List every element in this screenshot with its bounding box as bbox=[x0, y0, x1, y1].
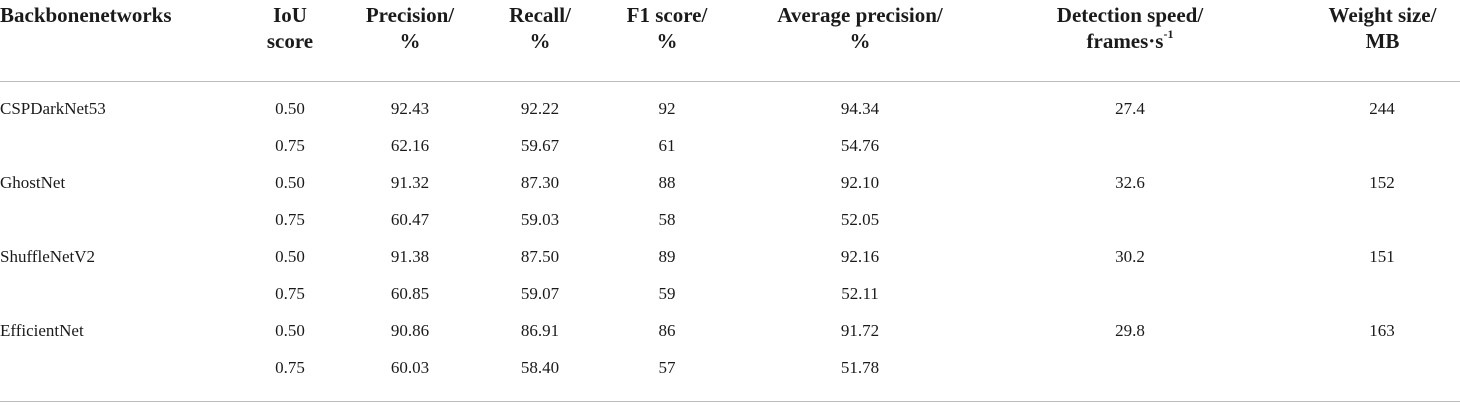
cell-backbone: EfficientNet bbox=[0, 321, 84, 340]
cell-f1: 59 bbox=[658, 284, 676, 303]
cell-f1: 88 bbox=[658, 173, 676, 192]
cell-average-precision: 92.10 bbox=[840, 173, 880, 192]
cell-recall: 59.07 bbox=[520, 284, 560, 303]
cell-iou: 0.75 bbox=[275, 136, 305, 155]
cell-weight-size: 151 bbox=[1369, 247, 1395, 266]
cell-recall: 87.50 bbox=[520, 247, 560, 266]
header-iou: IoU score bbox=[266, 3, 314, 53]
cell-precision: 91.38 bbox=[390, 247, 430, 266]
cell-weight-size: 152 bbox=[1369, 173, 1395, 192]
cell-f1: 92 bbox=[658, 99, 676, 118]
cell-detection-speed: 32.6 bbox=[1115, 173, 1145, 192]
cell-precision: 60.03 bbox=[390, 358, 430, 377]
cell-backbone: ShuffleNetV2 bbox=[0, 247, 96, 266]
cell-recall: 87.30 bbox=[520, 173, 560, 192]
cell-f1: 58 bbox=[658, 210, 676, 229]
header-divider bbox=[0, 81, 1460, 82]
cell-precision: 92.43 bbox=[390, 99, 430, 118]
cell-iou: 0.50 bbox=[275, 99, 305, 118]
cell-detection-speed: 27.4 bbox=[1115, 99, 1145, 118]
cell-recall: 59.67 bbox=[520, 136, 560, 155]
cell-weight-size: 244 bbox=[1369, 99, 1395, 118]
header-recall: Recall/ % bbox=[509, 3, 571, 53]
cell-backbone: CSPDarkNet53 bbox=[0, 99, 106, 118]
cell-detection-speed: 30.2 bbox=[1115, 247, 1145, 266]
header-precision: Precision/ % bbox=[365, 3, 455, 53]
header-weight: Weight size/ MB bbox=[1328, 3, 1437, 53]
cell-average-precision: 92.16 bbox=[840, 247, 880, 266]
header-f1: F1 score/ % bbox=[626, 3, 708, 53]
cell-precision: 60.47 bbox=[390, 210, 430, 229]
cell-iou: 0.75 bbox=[275, 284, 305, 303]
cell-average-precision: 51.78 bbox=[840, 358, 880, 377]
header-speed: Detection speed/ frames·s-1 bbox=[1056, 3, 1204, 53]
cell-average-precision: 94.34 bbox=[840, 99, 880, 118]
table-bottom-rule bbox=[0, 401, 1460, 402]
cell-f1: 57 bbox=[658, 358, 676, 377]
cell-f1: 86 bbox=[658, 321, 676, 340]
cell-precision: 90.86 bbox=[390, 321, 430, 340]
cell-iou: 0.50 bbox=[275, 247, 305, 266]
cell-precision: 60.85 bbox=[390, 284, 430, 303]
cell-average-precision: 52.05 bbox=[840, 210, 880, 229]
cell-recall: 92.22 bbox=[520, 99, 560, 118]
cell-weight-size: 163 bbox=[1369, 321, 1395, 340]
cell-f1: 89 bbox=[658, 247, 676, 266]
header-backbone: Backbonenetworks bbox=[0, 3, 172, 27]
cell-average-precision: 54.76 bbox=[840, 136, 880, 155]
cell-iou: 0.50 bbox=[275, 321, 305, 340]
cell-precision: 91.32 bbox=[390, 173, 430, 192]
header-ap: Average precision/ % bbox=[777, 3, 943, 53]
cell-recall: 59.03 bbox=[520, 210, 560, 229]
cell-recall: 86.91 bbox=[520, 321, 560, 340]
cell-average-precision: 52.11 bbox=[841, 284, 879, 303]
cell-backbone: GhostNet bbox=[0, 173, 66, 192]
cell-iou: 0.75 bbox=[275, 210, 305, 229]
cell-f1: 61 bbox=[658, 136, 676, 155]
cell-iou: 0.50 bbox=[275, 173, 305, 192]
cell-precision: 62.16 bbox=[390, 136, 430, 155]
cell-recall: 58.40 bbox=[520, 358, 560, 377]
cell-iou: 0.75 bbox=[275, 358, 305, 377]
cell-detection-speed: 29.8 bbox=[1115, 321, 1145, 340]
cell-average-precision: 91.72 bbox=[840, 321, 880, 340]
